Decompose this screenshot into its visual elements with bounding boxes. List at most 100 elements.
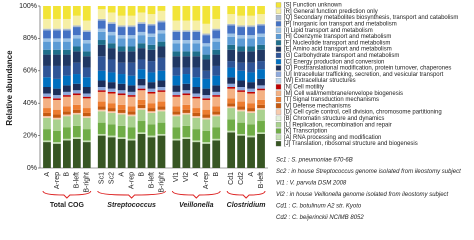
bar-segment <box>62 116 71 128</box>
bar-segment <box>172 43 181 52</box>
bar-segment <box>82 112 91 117</box>
bar-segment <box>257 44 265 50</box>
bar-segment <box>97 135 106 168</box>
bar-segment <box>247 103 255 109</box>
bar-segment <box>127 27 136 36</box>
legend-label: [W] Extracellular structures <box>284 78 356 84</box>
bar-segment <box>192 6 201 21</box>
bar-segment <box>147 25 156 34</box>
bar-segment <box>157 57 166 71</box>
note: Sc1 : S. pneumoniae 670-6B <box>276 158 353 164</box>
bar-segment <box>257 36 265 45</box>
bar-segment <box>53 95 61 99</box>
legend-label: [M] Cell wall/membrane/envelope biogenes… <box>284 91 403 97</box>
bar-segment <box>72 104 81 110</box>
bar-segment <box>72 95 81 105</box>
bar-segment <box>53 109 61 115</box>
bar-segment <box>257 109 265 122</box>
bar-segment <box>62 106 71 112</box>
bar-segment <box>202 54 211 60</box>
bar-segment <box>172 140 181 168</box>
bar-segment <box>97 109 106 112</box>
bar-segment <box>237 15 246 26</box>
bar-segment <box>97 106 106 110</box>
bar-segment <box>227 44 236 50</box>
bar-segment <box>212 91 221 96</box>
bar-segment <box>237 106 246 110</box>
bar-segment <box>257 99 265 105</box>
note: Cd1 : C. botulinum A2 str. Kyoto <box>276 204 362 210</box>
bar-segment <box>137 99 146 105</box>
bar-segment <box>137 132 146 134</box>
bar-segment <box>127 38 136 47</box>
bar-segment <box>127 62 136 76</box>
bar-segment <box>62 6 71 19</box>
bar-segment <box>247 135 255 138</box>
bar-segment <box>212 49 221 55</box>
bar-segment <box>117 138 126 168</box>
bar-segment <box>212 95 221 97</box>
bar-segment <box>53 54 61 66</box>
bar-segment <box>72 93 81 96</box>
bar-segment <box>127 35 136 39</box>
legend-swatch <box>275 77 282 84</box>
note: Cd2 : C. beijerinckii NCIMB 8052 <box>276 215 364 221</box>
bar-segment <box>53 143 61 168</box>
bar-segment <box>237 135 246 168</box>
legend-label: [R] General function prediction only <box>284 9 378 15</box>
bar-segment <box>72 112 81 115</box>
bar-segment <box>182 95 191 105</box>
bar-segment <box>212 28 221 31</box>
bar-segment <box>182 109 191 113</box>
bar-segment <box>53 88 61 96</box>
bar-segment <box>157 80 166 87</box>
bar-segment <box>137 90 146 100</box>
bar-segment <box>202 130 211 143</box>
bar-segment <box>157 22 166 31</box>
bar-segment <box>97 18 106 21</box>
bar-segment <box>72 114 81 126</box>
bar-segment <box>157 6 166 11</box>
bar-segment <box>62 41 71 50</box>
bar-segment <box>202 23 211 34</box>
legend-swatch <box>275 2 282 8</box>
bar-segment <box>227 6 236 15</box>
bar-segment <box>147 6 156 15</box>
bar-segment <box>202 78 211 89</box>
bar-segment <box>257 85 265 89</box>
legend-label: [G] Carbohydrate transport and metabolis… <box>284 53 399 59</box>
x-tick-label: A-rep <box>203 172 210 189</box>
bar-segment <box>227 14 236 24</box>
bar-segment <box>97 70 106 81</box>
bar-segment <box>212 114 221 117</box>
bar-segment <box>127 6 136 16</box>
bar-segment <box>227 119 236 131</box>
legend-label: [T] Signal transduction mechanisms <box>284 97 379 103</box>
bar-segment <box>227 108 236 120</box>
bar-segment <box>127 51 136 63</box>
bar-segment <box>43 30 51 39</box>
bar-segment <box>43 129 51 141</box>
bar-segment <box>117 25 126 28</box>
bar-segment <box>182 30 191 32</box>
bar-segment <box>53 18 61 29</box>
bar-segment <box>172 75 181 86</box>
bar-segment <box>72 83 81 91</box>
bar-segment <box>53 98 61 100</box>
bar-segment <box>247 93 255 104</box>
bar-segment <box>147 111 156 113</box>
legend-swatch <box>275 8 282 14</box>
bar-segment <box>212 30 221 39</box>
bar-segment <box>202 46 211 55</box>
bar-segment <box>43 140 51 143</box>
group-label: Total COG <box>50 202 85 209</box>
bar-segment <box>172 114 181 117</box>
bar-segment <box>147 61 156 73</box>
bar-segment <box>202 117 211 120</box>
legend-label: [D] Cell cycle control, cell division, c… <box>284 110 442 116</box>
bar-segment <box>147 93 156 104</box>
bar-segment <box>227 98 236 104</box>
bar-segment <box>212 138 221 141</box>
bar-segment <box>182 83 191 91</box>
bar-segment <box>172 138 181 141</box>
